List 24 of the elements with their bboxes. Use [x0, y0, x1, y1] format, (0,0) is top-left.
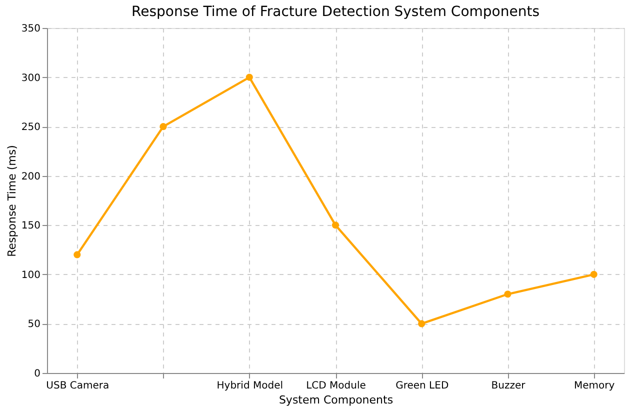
y-tick-label: 0 — [34, 368, 40, 380]
x-tick-label: Green LED — [396, 380, 449, 392]
point — [332, 222, 340, 229]
x-tick-label: Buzzer — [491, 380, 526, 392]
y-axis-title: Response Time (ms) — [5, 145, 18, 257]
point — [504, 290, 512, 298]
y-tick-label: 250 — [21, 122, 40, 134]
x-tick-label: Hybrid Model — [216, 380, 283, 392]
y-tick-label: 350 — [21, 24, 40, 34]
x-axis-title: System Components — [278, 394, 394, 406]
y-tick-label: 100 — [21, 270, 40, 281]
y-tick-label: 50 — [28, 319, 40, 330]
point — [160, 123, 167, 130]
y-tick-label: 200 — [21, 171, 40, 182]
chart-title: Response Time of Fracture Detection System Components — [132, 4, 540, 20]
x-tick-label: Memory — [574, 380, 615, 392]
point — [590, 270, 598, 278]
x-tick-label: USB Camera — [46, 380, 110, 392]
x-tick-label: LCD Module — [306, 380, 366, 392]
point — [418, 320, 426, 328]
point — [246, 74, 253, 81]
y-tick-label: 150 — [21, 220, 40, 232]
y-tick-label: 300 — [21, 72, 40, 84]
point — [74, 251, 81, 258]
